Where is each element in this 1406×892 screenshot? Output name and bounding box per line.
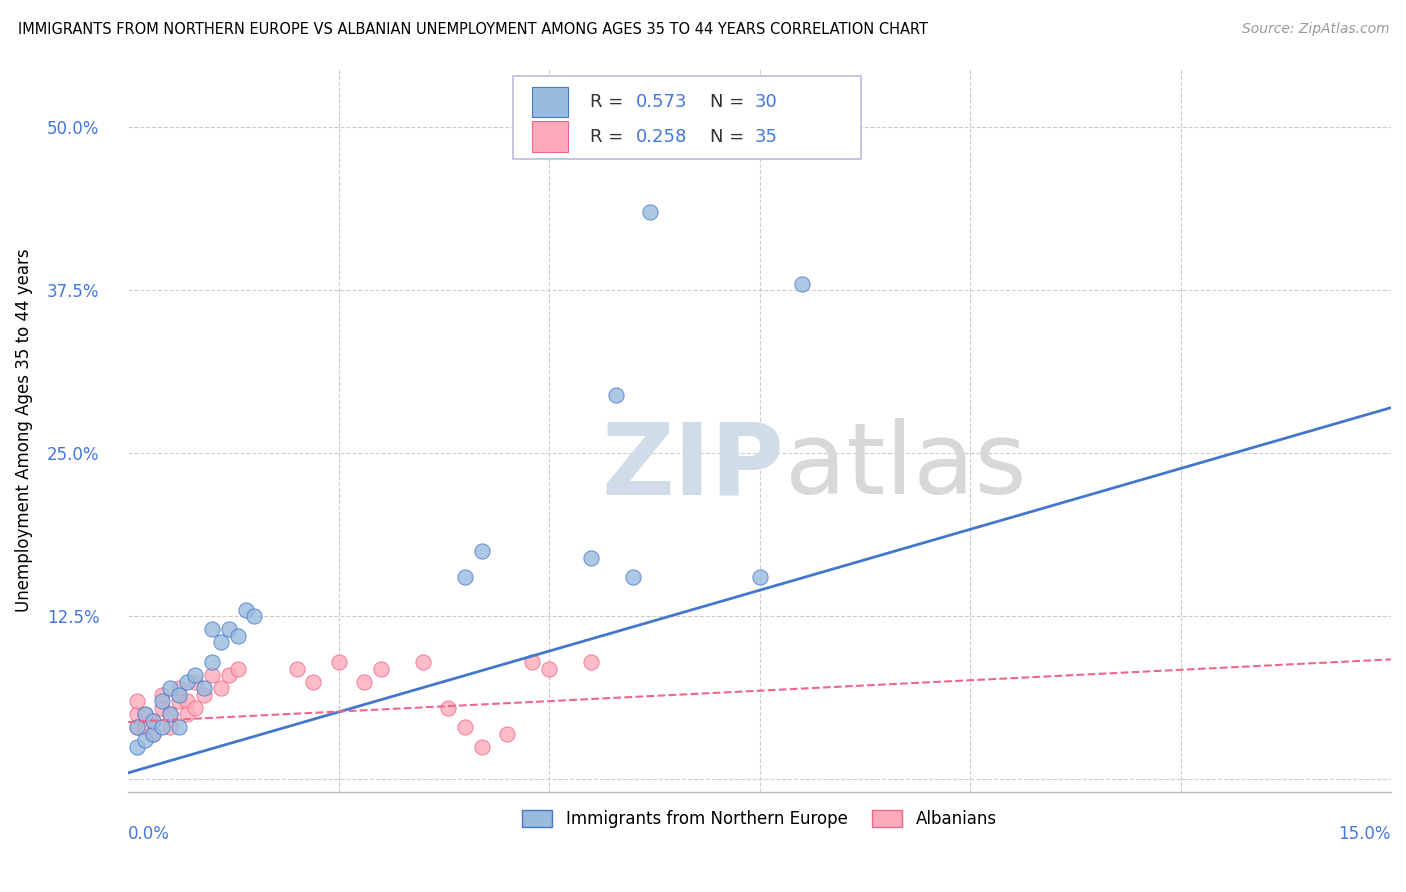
Point — [193, 681, 215, 695]
Point — [201, 623, 224, 637]
Point — [790, 277, 813, 291]
Point — [437, 700, 460, 714]
Point — [159, 707, 181, 722]
Point — [184, 700, 207, 714]
Point — [201, 668, 224, 682]
Point — [134, 733, 156, 747]
Point — [125, 707, 148, 722]
Text: 0.0%: 0.0% — [128, 825, 170, 843]
Point — [125, 720, 148, 734]
Point — [193, 688, 215, 702]
Bar — [533, 87, 568, 117]
Text: ZIP: ZIP — [602, 418, 785, 516]
Point — [243, 609, 266, 624]
Text: N =: N = — [710, 93, 751, 111]
Text: atlas: atlas — [785, 418, 1026, 516]
Point — [167, 681, 190, 695]
Point — [176, 707, 198, 722]
Point — [302, 674, 325, 689]
Point — [150, 700, 173, 714]
Point — [538, 661, 561, 675]
Point — [134, 707, 156, 722]
Text: 30: 30 — [755, 93, 778, 111]
Point — [226, 629, 249, 643]
Point — [125, 694, 148, 708]
Point — [748, 570, 770, 584]
Point — [226, 661, 249, 675]
Point — [218, 623, 240, 637]
Point — [150, 720, 173, 734]
Y-axis label: Unemployment Among Ages 35 to 44 years: Unemployment Among Ages 35 to 44 years — [15, 249, 32, 612]
Text: N =: N = — [710, 128, 751, 145]
Point — [621, 570, 644, 584]
Text: R =: R = — [591, 93, 630, 111]
Text: 15.0%: 15.0% — [1339, 825, 1391, 843]
Bar — [533, 121, 568, 152]
Point — [454, 720, 477, 734]
Point — [134, 707, 156, 722]
Point — [218, 668, 240, 682]
Text: Source: ZipAtlas.com: Source: ZipAtlas.com — [1241, 22, 1389, 37]
Point — [579, 655, 602, 669]
Point — [142, 727, 165, 741]
Point — [209, 681, 232, 695]
Point — [370, 661, 392, 675]
Point — [412, 655, 434, 669]
Point — [134, 720, 156, 734]
Point — [522, 655, 544, 669]
Point — [125, 739, 148, 754]
Text: 0.573: 0.573 — [636, 93, 688, 111]
Point — [328, 655, 350, 669]
Point — [209, 635, 232, 649]
Point — [142, 714, 165, 728]
Point — [471, 739, 494, 754]
Text: 0.258: 0.258 — [636, 128, 688, 145]
Point — [605, 387, 627, 401]
Text: 35: 35 — [755, 128, 778, 145]
Point — [125, 720, 148, 734]
Point — [579, 550, 602, 565]
Point — [353, 674, 375, 689]
Point — [285, 661, 308, 675]
FancyBboxPatch shape — [513, 76, 860, 159]
Point — [150, 688, 173, 702]
Point — [201, 655, 224, 669]
Point — [159, 707, 181, 722]
Point — [150, 694, 173, 708]
Text: R =: R = — [591, 128, 630, 145]
Point — [176, 674, 198, 689]
Point — [167, 720, 190, 734]
Point — [496, 727, 519, 741]
Point — [159, 720, 181, 734]
Point — [142, 727, 165, 741]
Legend: Immigrants from Northern Europe, Albanians: Immigrants from Northern Europe, Albania… — [516, 804, 1004, 835]
Point — [142, 714, 165, 728]
Point — [638, 205, 661, 219]
Point — [184, 674, 207, 689]
Point — [167, 694, 190, 708]
Text: IMMIGRANTS FROM NORTHERN EUROPE VS ALBANIAN UNEMPLOYMENT AMONG AGES 35 TO 44 YEA: IMMIGRANTS FROM NORTHERN EUROPE VS ALBAN… — [18, 22, 928, 37]
Point — [176, 694, 198, 708]
Point — [159, 681, 181, 695]
Point — [167, 688, 190, 702]
Point — [454, 570, 477, 584]
Point — [184, 668, 207, 682]
Point — [471, 544, 494, 558]
Point — [235, 603, 257, 617]
